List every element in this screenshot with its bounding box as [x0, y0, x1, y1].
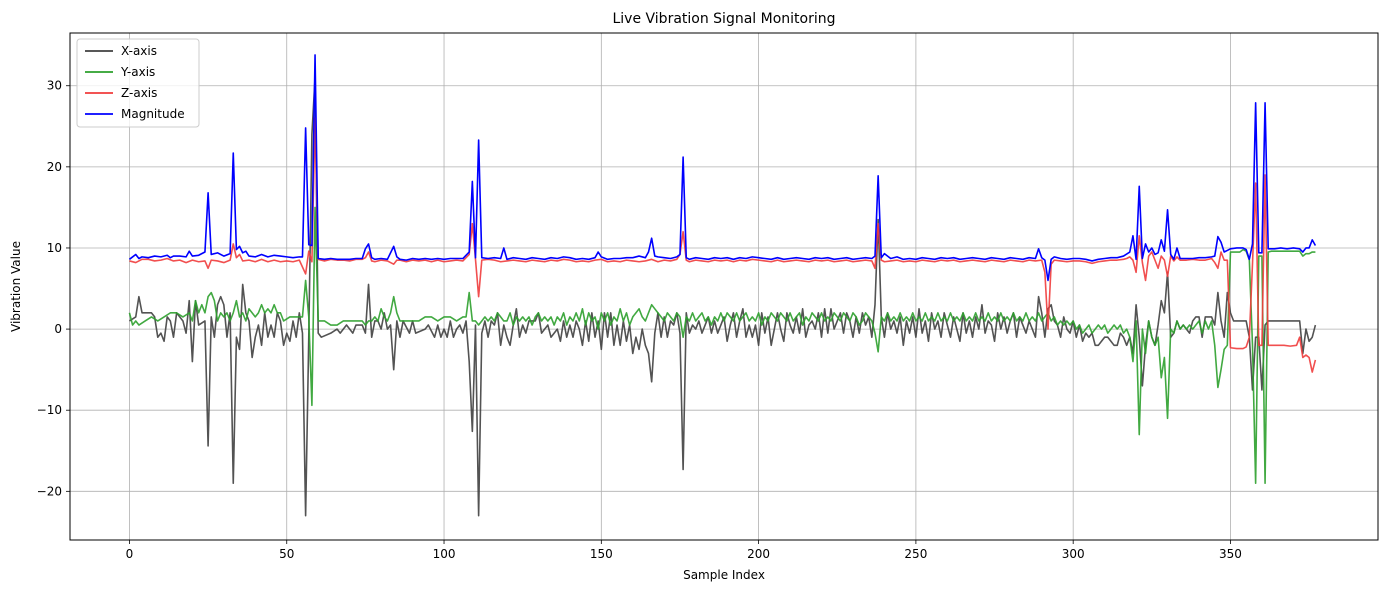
chart-title: Live Vibration Signal Monitoring: [612, 11, 835, 27]
y-tick-label: 20: [47, 160, 62, 174]
series-line-z-axis: [129, 117, 1317, 373]
legend: X-axis Y-axis Z-axis Magnitude: [76, 38, 200, 128]
x-tick-label: 350: [1219, 547, 1242, 561]
legend-label-x-axis: X-axis: [121, 44, 157, 58]
grid: [70, 33, 1378, 540]
y-axis-label: Vibration Value: [9, 241, 23, 332]
x-axis-ticks: 0 50 100 150 200 250 300 350: [126, 540, 1242, 561]
x-tick-label: 100: [433, 547, 456, 561]
x-tick-label: 150: [590, 547, 613, 561]
x-tick-label: 250: [904, 547, 927, 561]
y-tick-label: 30: [47, 79, 62, 93]
legend-label-z-axis: Z-axis: [121, 86, 157, 100]
y-tick-label: −20: [37, 484, 62, 498]
y-tick-label: −10: [37, 403, 62, 417]
series-line-x-axis: [129, 76, 1317, 517]
y-tick-label: 10: [47, 241, 62, 255]
legend-label-magnitude: Magnitude: [121, 107, 185, 121]
series-line-magnitude: [128, 54, 1317, 282]
legend-label-y-axis: Y-axis: [120, 65, 155, 79]
series-lines: [128, 54, 1317, 517]
x-axis-label: Sample Index: [683, 568, 765, 582]
x-tick-label: 50: [279, 547, 294, 561]
series-line-y-axis: [128, 206, 1316, 485]
x-tick-label: 200: [747, 547, 770, 561]
x-tick-label: 0: [126, 547, 134, 561]
plot-frame: [69, 32, 1379, 541]
x-tick-label: 300: [1062, 547, 1085, 561]
y-tick-label: 0: [54, 322, 62, 336]
y-axis-ticks: −20 −10 0 10 20 30: [37, 79, 70, 498]
legend-box: [76, 38, 200, 128]
